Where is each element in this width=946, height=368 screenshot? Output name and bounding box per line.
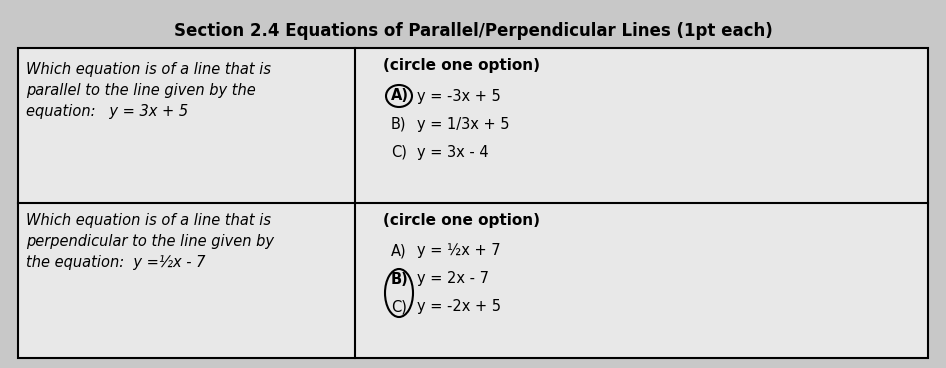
Text: y = ½x + 7: y = ½x + 7 [417, 244, 500, 258]
Text: y = 1/3x + 5: y = 1/3x + 5 [417, 117, 510, 131]
Text: C): C) [391, 145, 407, 159]
Text: y = -3x + 5: y = -3x + 5 [417, 88, 500, 103]
Text: (circle one option): (circle one option) [383, 58, 540, 73]
Text: C): C) [391, 300, 407, 315]
Text: A): A) [391, 88, 409, 103]
Text: B): B) [391, 117, 407, 131]
Text: y = 3x - 4: y = 3x - 4 [417, 145, 489, 159]
Text: y = 2x - 7: y = 2x - 7 [417, 272, 489, 287]
Text: (circle one option): (circle one option) [383, 213, 540, 228]
Text: Section 2.4 Equations of Parallel/Perpendicular Lines (1pt each): Section 2.4 Equations of Parallel/Perpen… [174, 22, 772, 40]
Text: Which equation is of a line that is
perpendicular to the line given by
the equat: Which equation is of a line that is perp… [26, 213, 274, 270]
Text: A): A) [391, 244, 407, 258]
Text: Which equation is of a line that is
parallel to the line given by the
equation: : Which equation is of a line that is para… [26, 62, 271, 119]
Text: B): B) [391, 272, 409, 287]
Text: y = -2x + 5: y = -2x + 5 [417, 300, 501, 315]
Bar [18, 48, 928, 358]
